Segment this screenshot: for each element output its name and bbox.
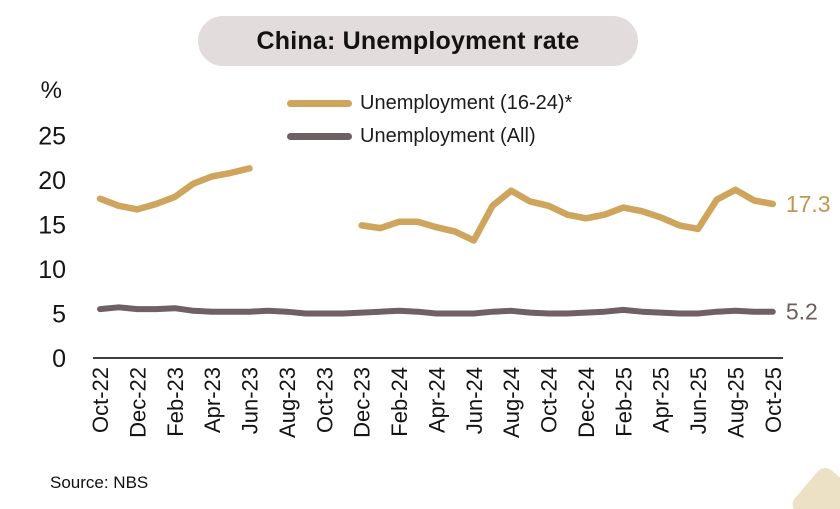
- x-tick-label: Aug-25: [723, 367, 748, 438]
- end-value-label-all: 5.2: [786, 299, 818, 325]
- y-axis-unit-label: %: [41, 77, 62, 104]
- x-tick-label: Feb-24: [387, 367, 412, 437]
- y-tick-label: 10: [38, 256, 66, 284]
- chart-title: China: Unemployment rate: [256, 26, 580, 55]
- x-tick-label: Dec-22: [125, 367, 150, 438]
- end-value-label-youth: 17.3: [786, 191, 831, 217]
- x-tick-label: Jun-23: [238, 367, 263, 434]
- source-note: Source: NBS: [50, 473, 149, 492]
- x-tick-label: Dec-23: [350, 367, 375, 438]
- x-tick-label: Aug-23: [275, 367, 300, 438]
- x-tick-label: Dec-24: [574, 367, 599, 438]
- y-tick-label: 0: [52, 345, 66, 373]
- y-tick-label: 15: [38, 212, 66, 240]
- x-tick-label: Apr-24: [424, 367, 449, 433]
- legend-label-all: Unemployment (All): [360, 124, 536, 147]
- x-tick-label: Apr-23: [200, 367, 225, 433]
- x-tick-label: Jun-25: [686, 367, 711, 434]
- series-line-youth: [96, 165, 777, 244]
- x-tick-label: Oct-23: [312, 367, 337, 433]
- legend-item-all: Unemployment (All): [287, 125, 572, 147]
- x-tick-label: Oct-22: [88, 367, 113, 433]
- chart-title-pill: China: Unemployment rate: [198, 16, 638, 66]
- x-tick-label: Jun-24: [462, 367, 487, 434]
- x-tick-label: Apr-25: [649, 367, 674, 433]
- legend: Unemployment (16-24)* Unemployment (All): [287, 92, 572, 147]
- legend-swatch-youth-icon: [287, 99, 352, 107]
- y-tick-label: 20: [38, 167, 66, 195]
- legend-label-youth: Unemployment (16-24)*: [360, 91, 573, 114]
- x-tick-label: Oct-25: [761, 367, 786, 433]
- x-tick-label: Oct-24: [537, 367, 562, 433]
- x-tick-label: Feb-23: [163, 367, 188, 437]
- y-tick-label: 5: [52, 301, 66, 329]
- legend-swatch-all-icon: [287, 132, 352, 140]
- series-line-all: [97, 304, 776, 317]
- x-tick-label: Aug-24: [499, 367, 524, 438]
- legend-item-youth: Unemployment (16-24)*: [287, 92, 572, 114]
- x-tick-label: Feb-25: [611, 367, 636, 437]
- y-tick-label: 25: [38, 123, 66, 151]
